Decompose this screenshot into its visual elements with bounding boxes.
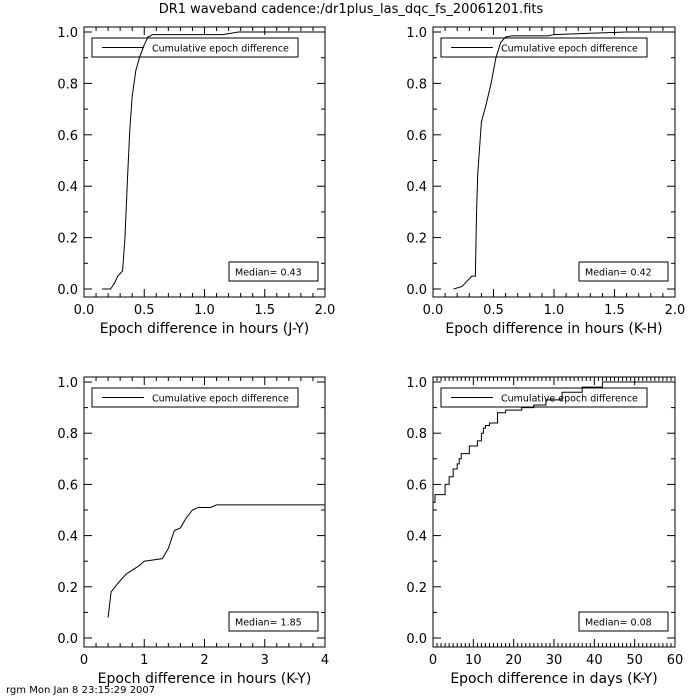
y-tick-label: 0.2 [406, 232, 427, 247]
legend-label: Cumulative epoch difference [501, 44, 638, 55]
x-tick-label: 0.5 [134, 303, 155, 318]
y-tick-label: 0.4 [57, 530, 78, 545]
x-axis-label: Epoch difference in hours (J-Y) [100, 321, 310, 337]
median-label: Median= 0.42 [585, 268, 652, 279]
y-tick-label: 0.8 [406, 77, 427, 92]
x-axis-label: Epoch difference in days (K-Y) [450, 671, 657, 687]
y-tick-label: 0.0 [406, 632, 427, 647]
y-tick-label: 0.8 [57, 427, 78, 442]
plot-frame [83, 376, 326, 648]
footer-timestamp: rgm Mon Jan 8 23:15:29 2007 [6, 685, 155, 696]
x-axis-label: Epoch difference in hours (K-Y) [98, 671, 312, 687]
legend-box [91, 37, 299, 58]
y-tick-label: 0.0 [57, 632, 78, 647]
y-tick-label: 0.0 [57, 283, 78, 298]
median-box [578, 261, 669, 282]
y-tick-label: 0.2 [57, 581, 78, 596]
x-tick-label: 3 [261, 653, 269, 668]
panel-4: 0 10 20 30 40 50 60 0.0 0.2 0.4 0.6 0.8 1.0 Epoch dif… [406, 376, 683, 687]
x-tick-label: 10 [465, 653, 482, 668]
series-line-1 [107, 504, 325, 618]
median-box [228, 261, 319, 282]
x-tick-label: 2.0 [665, 303, 686, 318]
y-tick-label: 0.2 [57, 232, 78, 247]
median-label: Median= 0.43 [235, 268, 302, 279]
series-line-1 [433, 381, 675, 503]
y-tick-label: 1.0 [57, 26, 78, 41]
x-tick-label: 30 [546, 653, 563, 668]
x-axis-label: Epoch difference in hours (K-H) [445, 321, 662, 337]
y-tick-label: 0.0 [406, 283, 427, 298]
y-tick-label: 0.6 [406, 478, 427, 493]
y-tick-label: 0.4 [406, 180, 427, 195]
x-tick-label: 1.0 [194, 303, 215, 318]
x-tick-label: 1.5 [604, 303, 625, 318]
x-tick-label: 1.0 [544, 303, 565, 318]
y-tick-label: 0.8 [406, 427, 427, 442]
chart-title: DR1 waveband cadence:/dr1plus_las_dqc_fs… [159, 2, 544, 17]
series-line-1 [453, 31, 675, 290]
panel-2: 0.0 0.5 1.0 1.5 2.0 0.0 0.2 0.4 0.6 0.8 1.0 Epoch d… [406, 26, 685, 337]
legend-box [440, 387, 648, 408]
median-box [228, 611, 319, 632]
x-tick-label: 0.0 [423, 303, 444, 318]
y-tick-label: 1.0 [57, 376, 78, 391]
plot-frame [432, 376, 676, 648]
x-tick-label: 2.0 [315, 303, 336, 318]
legend-box [91, 387, 299, 408]
x-tick-label: 1.5 [254, 303, 275, 318]
x-tick-label: 0.5 [483, 303, 504, 318]
y-tick-label: 0.8 [57, 77, 78, 92]
median-label: Median= 1.85 [235, 618, 302, 629]
y-tick-label: 1.0 [406, 26, 427, 41]
y-tick-label: 0.6 [57, 129, 78, 144]
plot-frame [83, 26, 326, 298]
y-tick-label: 0.6 [57, 478, 78, 493]
legend-label: Cumulative epoch difference [152, 44, 289, 55]
legend-label: Cumulative epoch difference [501, 394, 638, 405]
median-label: Median= 0.08 [585, 618, 652, 629]
y-tick-label: 0.4 [57, 180, 78, 195]
x-tick-label: 2 [200, 653, 208, 668]
x-tick-label: 0.0 [74, 303, 95, 318]
y-tick-label: 0.4 [406, 530, 427, 545]
x-tick-label: 40 [586, 653, 603, 668]
series-line-1 [102, 31, 325, 290]
x-tick-label: 4 [321, 653, 329, 668]
panel-1: 0.0 0.5 1.0 1.5 2.0 0.0 0.2 0.4 0.6 0.8 1.0 Epoch d… [57, 26, 335, 337]
legend-label: Cumulative epoch difference [152, 394, 289, 405]
x-tick-label: 1 [140, 653, 148, 668]
x-tick-label: 50 [626, 653, 643, 668]
x-tick-label: 0 [80, 653, 88, 668]
median-box [578, 611, 669, 632]
legend-box [440, 37, 648, 58]
y-tick-label: 1.0 [406, 376, 427, 391]
x-tick-label: 20 [505, 653, 522, 668]
x-tick-label: 0 [429, 653, 437, 668]
x-tick-label: 60 [667, 653, 684, 668]
y-tick-label: 0.6 [406, 129, 427, 144]
y-tick-label: 0.2 [406, 581, 427, 596]
panel-3: 0 1 2 3 4 0.0 0.2 0.4 0.6 0.8 1.0 Epoch difference … [57, 376, 329, 687]
plot-frame [432, 26, 676, 298]
